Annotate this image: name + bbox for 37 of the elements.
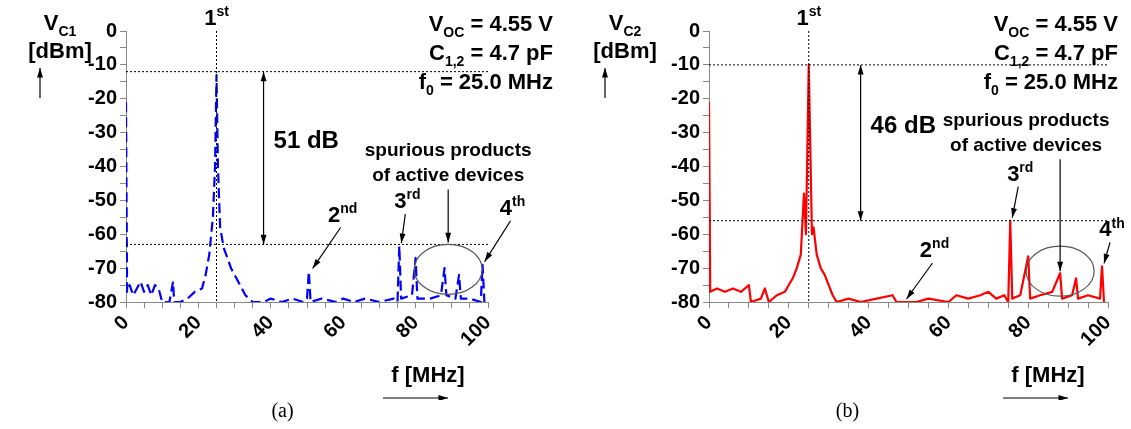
y-tick-label: -30 <box>671 120 700 143</box>
x-tick-label: 20 <box>173 310 206 342</box>
text: (b) <box>834 399 861 424</box>
y-tick-label: -20 <box>88 86 117 109</box>
x-axis-title: f [MHz] <box>391 362 465 387</box>
x-tick-label: 100 <box>455 310 495 350</box>
y-tick-label: -20 <box>671 86 700 109</box>
y-tick-label: -50 <box>88 187 117 210</box>
y-tick-label: 0 <box>688 18 700 41</box>
y-tick-label: -80 <box>88 289 117 312</box>
y-tick-label: 0 <box>105 18 117 41</box>
x-tick-label: 0 <box>109 310 133 335</box>
y-tick-label: -30 <box>88 120 117 143</box>
x-tick-label: 60 <box>318 310 350 342</box>
x-tick-label: 80 <box>391 310 423 342</box>
x-tick-label: 0 <box>692 310 716 335</box>
y-tick-label: -70 <box>88 255 117 278</box>
x-tick-label: 40 <box>844 310 876 342</box>
annotation: spurious products of active devices <box>364 139 532 186</box>
annotation: 51 dB <box>273 126 339 154</box>
x-tick-label: 60 <box>923 310 956 342</box>
y-tick-label: -80 <box>671 289 700 312</box>
text: (a) <box>270 399 295 424</box>
annotation: 46 dB <box>870 110 936 138</box>
y-tick-label: -40 <box>671 154 700 177</box>
x-tick-label: 100 <box>1075 310 1115 350</box>
y-tick-label: -60 <box>671 221 700 244</box>
y-tick-label: -70 <box>671 255 700 278</box>
y-tick-label: -60 <box>88 221 117 244</box>
x-tick-label: 20 <box>764 310 796 342</box>
y-tick-label: -10 <box>671 52 700 75</box>
y-tick-label: -50 <box>671 187 700 210</box>
x-tick-label: 40 <box>246 310 278 342</box>
x-axis-title: f [MHz] <box>1011 362 1085 387</box>
y-tick-label: -40 <box>88 154 117 177</box>
annotation: spurious products of active devices <box>942 109 1110 156</box>
x-tick-label: 80 <box>1003 310 1035 342</box>
